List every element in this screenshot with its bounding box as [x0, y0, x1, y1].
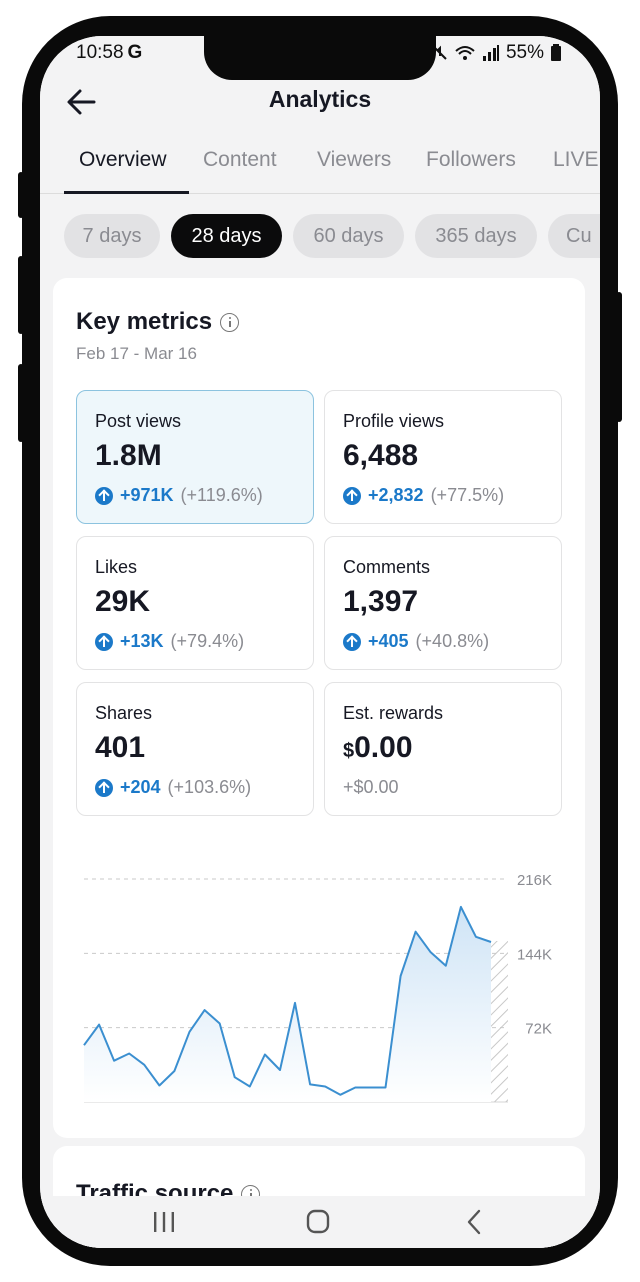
key-metrics-heading: Key metrics [76, 308, 240, 336]
metric-label: Shares [95, 703, 153, 723]
metric-change: +204 (+103.6%) [95, 777, 251, 798]
metric-value: $0.00 [343, 731, 413, 765]
change-value: +405 [368, 631, 409, 651]
range-28-days[interactable]: 28 days [171, 214, 282, 258]
change-value: +13K [120, 631, 164, 651]
range-custom[interactable]: Cu [548, 214, 600, 258]
battery-percent: 55% [505, 42, 544, 63]
arrow-up-icon [95, 632, 113, 651]
battery-icon [551, 44, 561, 61]
metric-value: 1.8M [95, 439, 162, 472]
tab-bar: Overview Content Viewers Followers LIVE [40, 130, 600, 194]
recent-apps-icon[interactable] [144, 1206, 184, 1238]
partial-period-hatch [491, 941, 508, 1102]
arrow-up-icon [95, 778, 113, 797]
status-time: 10:58 [76, 42, 124, 63]
metric-value: 401 [95, 731, 146, 764]
change-value: +204 [120, 777, 161, 797]
currency-symbol: $ [343, 740, 355, 762]
metric-change: +971K (+119.6%) [95, 485, 263, 506]
signal-icon [482, 45, 499, 61]
date-range-label: Feb 17 - Mar 16 [76, 344, 197, 363]
metric-label: Comments [343, 557, 431, 577]
page-title: Analytics [268, 86, 372, 112]
metric-change: +405 (+40.8%) [343, 631, 489, 652]
metric-change: +13K (+79.4%) [95, 631, 244, 652]
change-percent: (+103.6%) [167, 777, 252, 797]
post-views-trend-chart: 216K144K72KFeb 17Mar 16 [83, 872, 552, 1103]
range-7-days[interactable]: 7 days [64, 214, 160, 258]
back-nav-icon[interactable] [454, 1206, 494, 1238]
change-percent: (+40.8%) [415, 631, 490, 651]
arrow-up-icon [95, 486, 113, 505]
range-365-days[interactable]: 365 days [415, 214, 537, 258]
change-percent: (+77.5%) [430, 485, 505, 505]
change-percent: (+119.6%) [180, 485, 263, 505]
metric-likes[interactable]: Likes 29K +13K (+79.4%) [76, 536, 314, 670]
metric-shares[interactable]: Shares 401 +204 (+103.6%) [76, 682, 314, 816]
metric-comments[interactable]: Comments 1,397 +405 (+40.8%) [324, 536, 562, 670]
series-area [84, 906, 491, 1102]
change-value: +971K [120, 485, 174, 505]
metric-est-rewards[interactable]: Est. rewards $0.00 +$0.00 [324, 682, 562, 816]
back-arrow-icon[interactable] [64, 84, 100, 120]
series-line [83, 905, 492, 1096]
volume-up-button [18, 256, 24, 334]
tab-live[interactable]: LIVE [553, 148, 599, 171]
wifi-icon [455, 46, 475, 60]
tab-viewers[interactable]: Viewers [317, 148, 392, 171]
range-60-days[interactable]: 60 days [293, 214, 404, 258]
metric-label: Post views [95, 411, 182, 431]
screen: 10:58 G 55% Analytics Overview Content V… [40, 36, 600, 1248]
power-button [616, 292, 622, 422]
tab-overview[interactable]: Overview [79, 148, 167, 171]
metric-post-views[interactable]: Post views 1.8M +971K (+119.6%) [76, 390, 314, 524]
status-time-group: 10:58 G [76, 42, 142, 64]
active-tab-indicator [64, 191, 189, 194]
metric-label: Profile views [343, 411, 445, 431]
arrow-up-icon [343, 486, 361, 505]
change-percent: (+79.4%) [170, 631, 245, 651]
camera-notch [204, 36, 436, 80]
key-metrics-title: Key metrics [76, 308, 213, 335]
arrow-up-icon [343, 632, 361, 651]
tab-content[interactable]: Content [203, 148, 277, 171]
y-tick-label: 216K [517, 872, 552, 889]
metric-label: Est. rewards [343, 703, 444, 723]
app-header: Analytics [40, 76, 600, 130]
metric-profile-views[interactable]: Profile views 6,488 +2,832 (+77.5%) [324, 390, 562, 524]
volume-down-button [18, 364, 24, 442]
y-tick-label: 72K [525, 1021, 552, 1038]
metric-value: 29K [95, 585, 151, 618]
date-range-selector: 7 days 28 days 60 days 365 days Cu [40, 194, 600, 276]
side-button [18, 172, 24, 218]
metric-value: 1,397 [343, 585, 419, 618]
change-value: +2,832 [368, 485, 424, 505]
home-icon[interactable] [298, 1206, 338, 1238]
info-icon[interactable] [220, 312, 240, 332]
status-icons: 55% [432, 42, 562, 64]
google-icon: G [127, 42, 143, 63]
rewards-amount: 0.00 [354, 731, 413, 764]
metric-change: +2,832 (+77.5%) [343, 485, 504, 506]
key-metrics-card: Key metrics Feb 17 - Mar 16 Post views 1… [53, 278, 585, 1138]
metric-label: Likes [95, 557, 138, 577]
y-tick-label: 144K [517, 946, 552, 963]
tab-followers[interactable]: Followers [426, 148, 516, 171]
system-nav-bar [40, 1196, 600, 1248]
metric-change: +$0.00 [343, 777, 399, 797]
metric-value: 6,488 [343, 439, 419, 472]
